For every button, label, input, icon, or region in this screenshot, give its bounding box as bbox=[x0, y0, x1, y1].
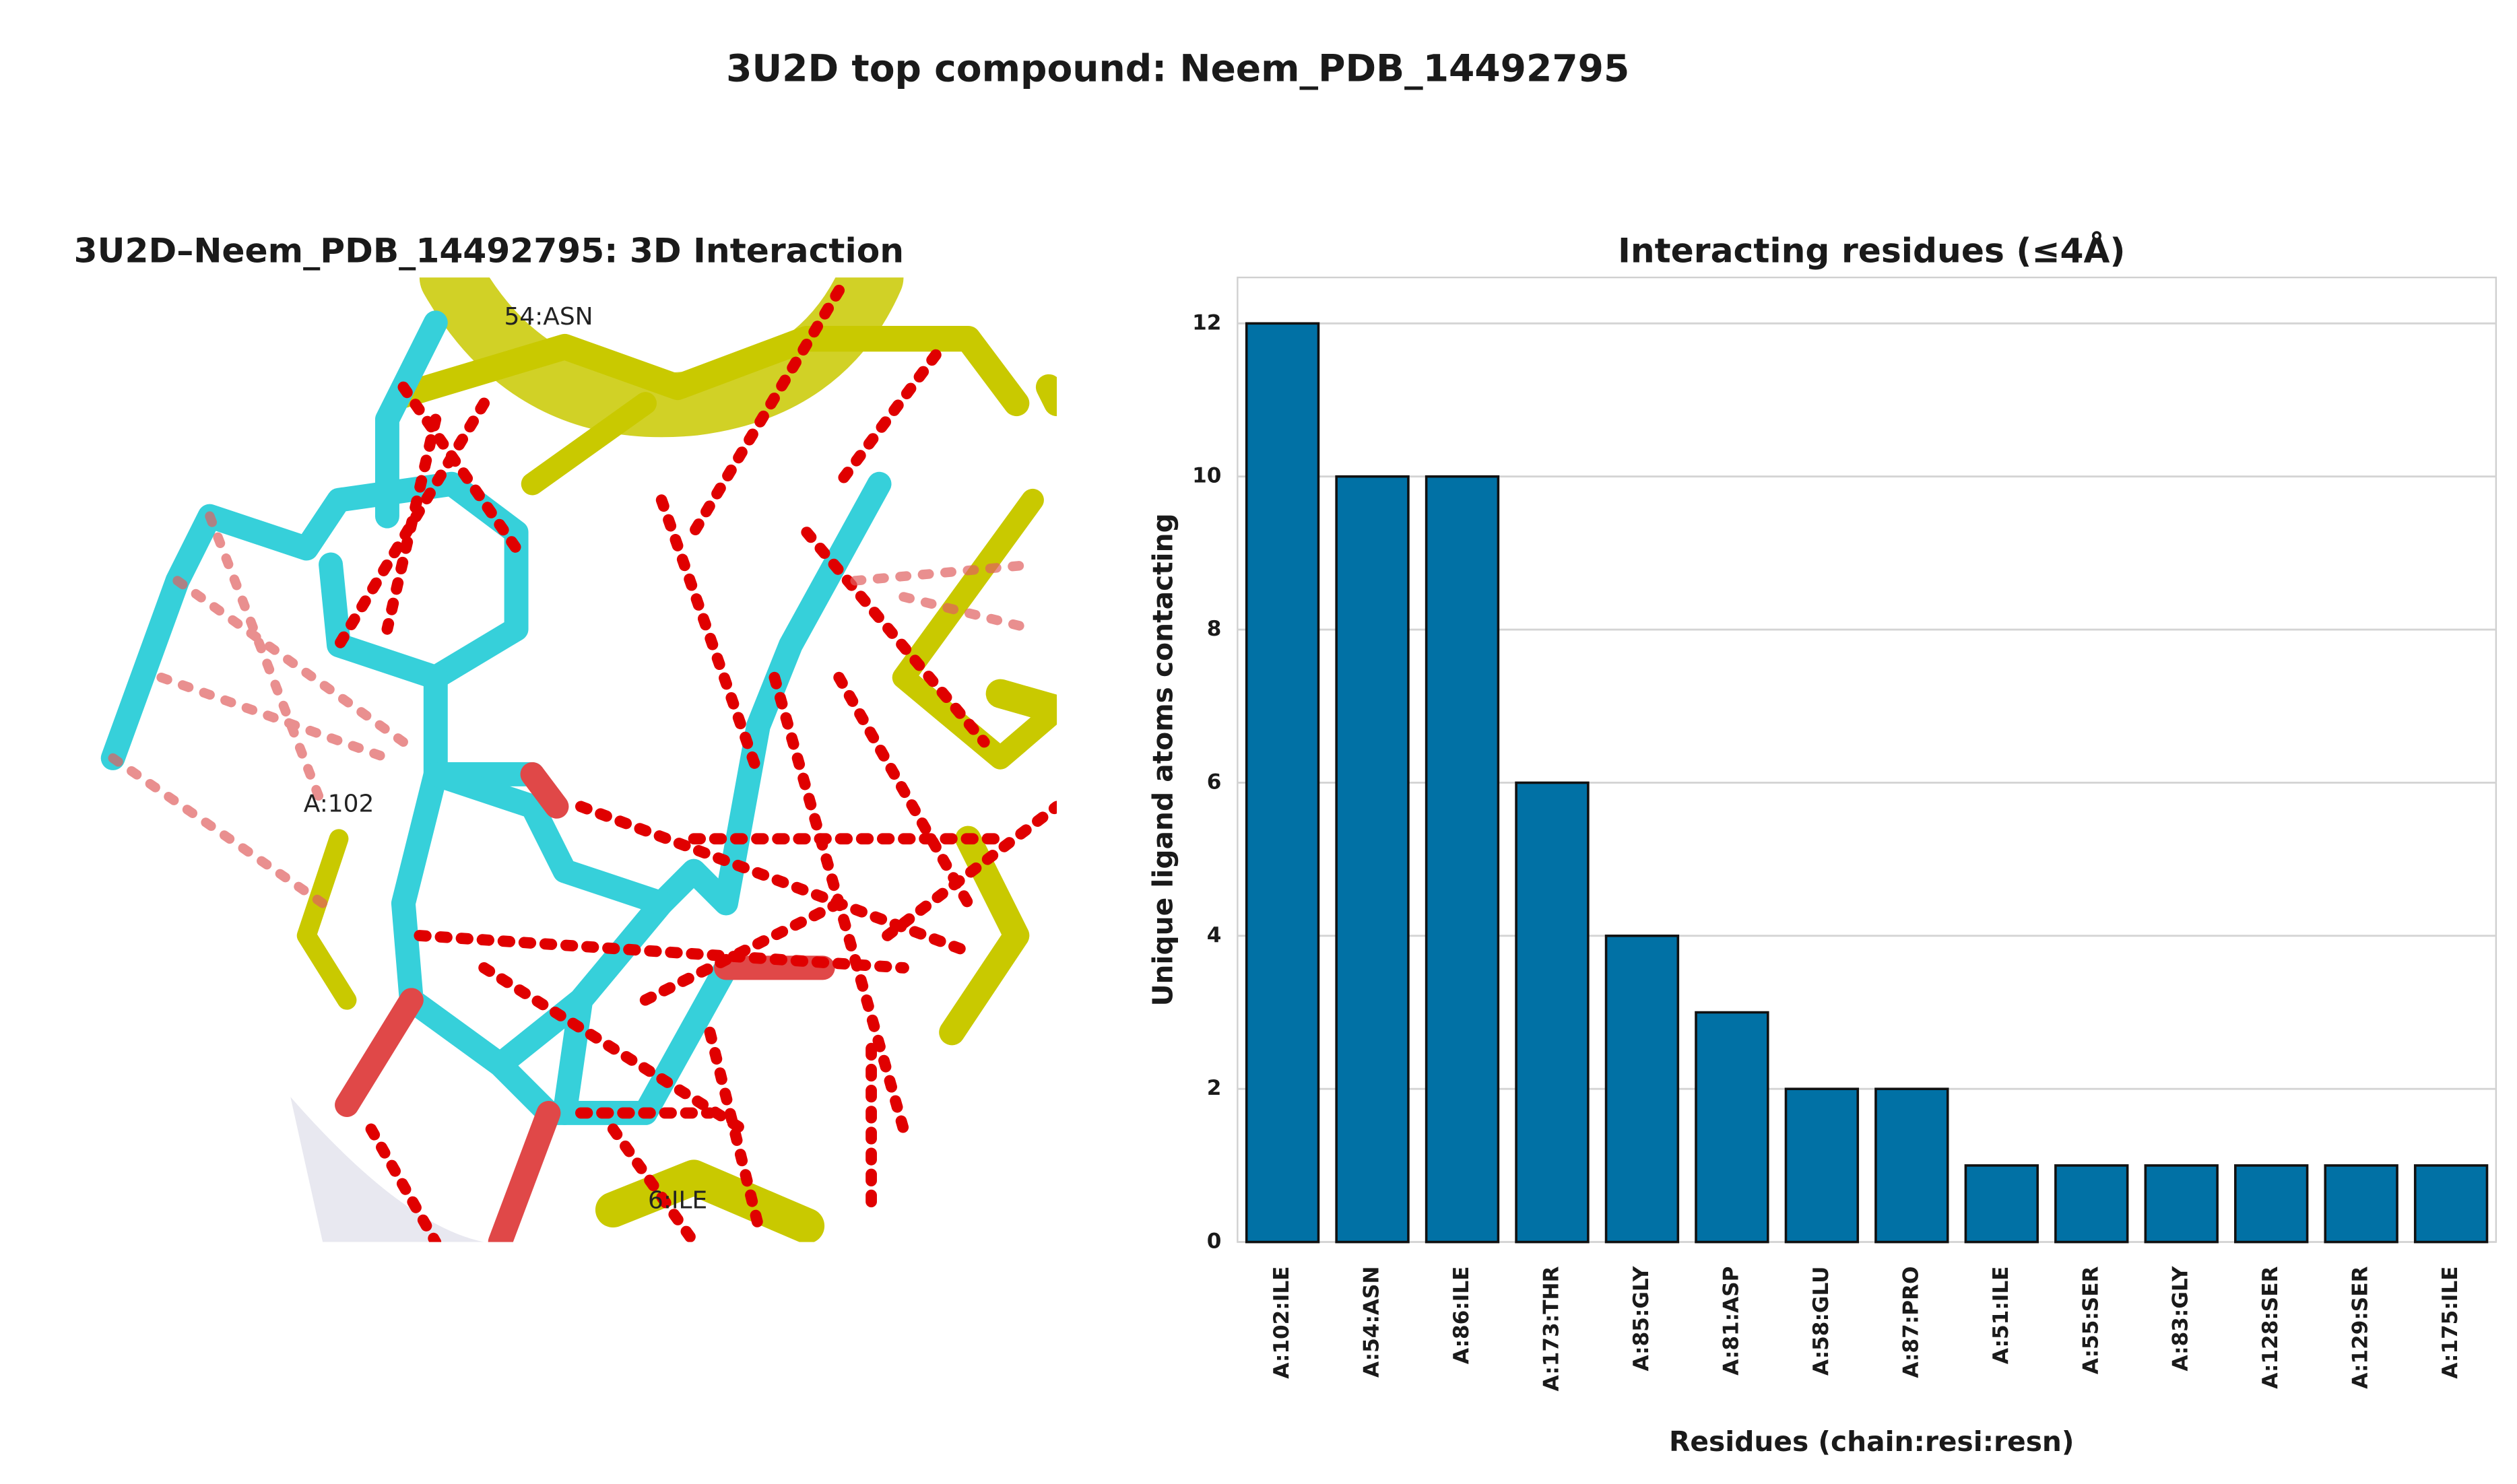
molecule-render: 54:ASN A:102 6:ILE bbox=[0, 277, 1057, 1242]
y-tick-label: 10 bbox=[1192, 464, 1221, 488]
residue-label: A:102 bbox=[304, 790, 374, 817]
residue-label: 6:ILE bbox=[648, 1187, 707, 1215]
x-axis-label: Residues (chain:resi:resn) bbox=[1669, 1425, 2074, 1458]
bar bbox=[1245, 322, 1320, 1244]
x-tick-label: A:175:ILE bbox=[2438, 1267, 2462, 1379]
bar bbox=[2144, 1164, 2219, 1244]
y-tick-label: 12 bbox=[1192, 310, 1221, 335]
x-tick-label: A:129:SER bbox=[2349, 1267, 2373, 1389]
x-tick-label: A:87:PRO bbox=[1899, 1267, 1923, 1378]
y-axis-label: Unique ligand atoms contacting bbox=[1147, 513, 1179, 1006]
y-tick-label: 4 bbox=[1207, 923, 1222, 947]
bar bbox=[1515, 781, 1590, 1244]
panel-title: 3U2D–Neem_PDB_14492795: 3D Interaction bbox=[74, 231, 904, 271]
y-tick-label: 6 bbox=[1207, 770, 1222, 794]
x-tick-label: A:54:ASN bbox=[1360, 1267, 1384, 1378]
y-tick-label: 8 bbox=[1207, 617, 1222, 641]
bar bbox=[1695, 1011, 1769, 1244]
x-tick-label: A:58:GLU bbox=[1809, 1267, 1833, 1376]
bar bbox=[2234, 1164, 2309, 1244]
x-tick-label: A:81:ASP bbox=[1719, 1267, 1743, 1376]
residue-label: 54:ASN bbox=[504, 303, 593, 331]
x-tick-label: A:55:SER bbox=[2079, 1267, 2103, 1375]
bar bbox=[2054, 1164, 2129, 1244]
figure-title: 3U2D top compound: Neem_PDB_14492795 bbox=[726, 47, 1629, 90]
bar bbox=[1425, 475, 1500, 1244]
bar bbox=[1784, 1087, 1860, 1244]
bar bbox=[1604, 935, 1680, 1244]
x-tick-label: A:173:THR bbox=[1539, 1267, 1563, 1392]
x-tick-label: A:51:ILE bbox=[1989, 1267, 2013, 1365]
bar bbox=[1964, 1164, 2039, 1244]
bar bbox=[1335, 475, 1410, 1244]
x-tick-label: A:83:GLY bbox=[2169, 1266, 2193, 1371]
x-tick-label: A:85:GLY bbox=[1629, 1266, 1654, 1371]
bar bbox=[2324, 1164, 2398, 1244]
y-tick-label: 0 bbox=[1207, 1229, 1222, 1254]
x-tick-label: A:102:ILE bbox=[1270, 1267, 1294, 1379]
y-tick-label: 2 bbox=[1207, 1076, 1222, 1100]
bar bbox=[2413, 1164, 2489, 1244]
bar bbox=[1874, 1087, 1949, 1244]
chart-title: Interacting residues (≤4Å) bbox=[1618, 231, 2125, 271]
x-tick-label: A:128:SER bbox=[2258, 1267, 2283, 1389]
x-tick-label: A:86:ILE bbox=[1449, 1267, 1474, 1365]
